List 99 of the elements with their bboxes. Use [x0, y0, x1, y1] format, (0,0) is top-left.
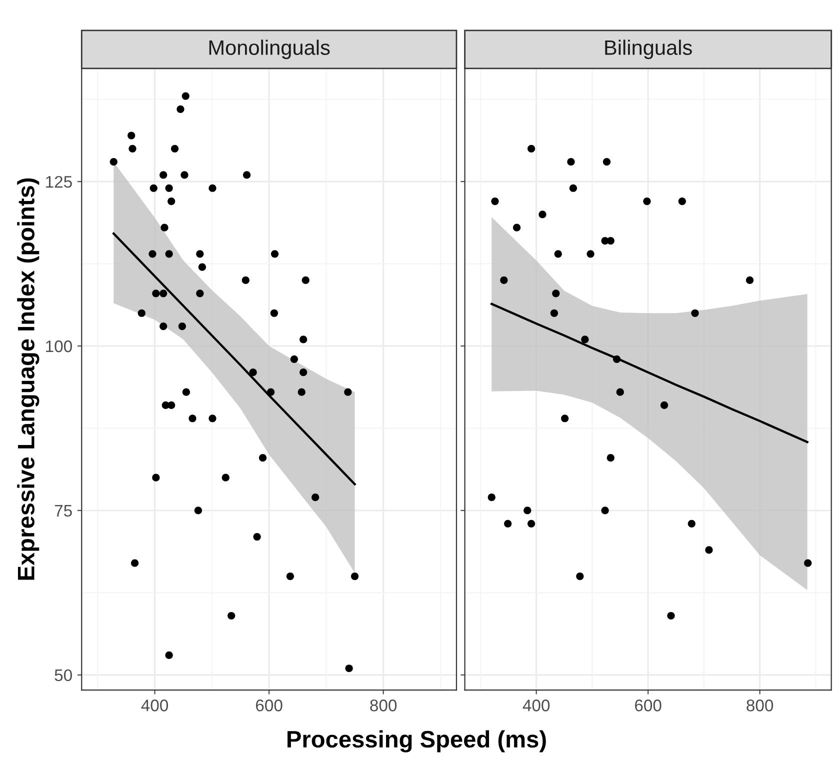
point: [170, 144, 179, 152]
point: [602, 158, 611, 166]
point: [345, 664, 353, 672]
point: [586, 250, 594, 258]
chart-title: Monolinguals: [209, 40, 330, 60]
point: [804, 559, 812, 567]
point: [538, 210, 546, 218]
point: [128, 132, 136, 140]
point: [150, 184, 158, 192]
point: [298, 388, 306, 396]
point: [561, 414, 569, 422]
point: [266, 388, 275, 396]
point: [691, 309, 699, 317]
point: [258, 454, 267, 462]
point: [554, 250, 562, 258]
point: [152, 290, 160, 298]
point: [176, 105, 184, 113]
y-tick-label: 50: [54, 669, 72, 682]
point: [300, 368, 308, 376]
point: [312, 494, 320, 502]
point: [302, 276, 310, 284]
point: [616, 388, 624, 396]
point: [253, 532, 261, 541]
point: [188, 414, 196, 422]
point: [180, 171, 188, 179]
point: [178, 322, 186, 330]
line-series: [112, 232, 356, 486]
point: [576, 572, 584, 580]
point: [160, 322, 168, 330]
y-axis-title: Expressive Language Index (points): [17, 178, 40, 580]
point: [678, 197, 686, 206]
point: [128, 144, 136, 152]
x-axis-title: Processing Speed (ms): [288, 730, 546, 752]
x-tick-label: 400: [522, 700, 550, 712]
point: [606, 454, 614, 462]
point: [110, 158, 118, 166]
point: [130, 559, 139, 567]
point: [242, 171, 251, 179]
x-tick-label: 600: [635, 700, 662, 712]
point: [194, 506, 202, 514]
point: [504, 520, 512, 528]
point: [746, 276, 754, 284]
point: [528, 144, 536, 152]
x-tick-label: 600: [256, 700, 282, 712]
chart-title: Bilinguals: [605, 40, 692, 60]
point: [286, 572, 294, 580]
point: [581, 336, 589, 344]
point: [182, 388, 190, 396]
y-tick-label: 125: [46, 176, 72, 188]
point: [270, 309, 278, 317]
point: [242, 276, 250, 284]
x-tick-label: 400: [141, 700, 168, 712]
point: [300, 336, 308, 344]
point: [612, 355, 621, 363]
point: [567, 158, 575, 166]
point: [569, 184, 578, 192]
y-tick-label: 75: [54, 505, 72, 517]
point: [160, 171, 168, 179]
point: [165, 250, 173, 258]
point: [148, 250, 156, 258]
point: [165, 651, 173, 660]
point: [350, 572, 359, 580]
y-tick-label: 100: [46, 340, 72, 352]
point: [168, 401, 176, 410]
point: [552, 290, 560, 298]
point: [168, 197, 176, 206]
point: [228, 612, 236, 620]
point: [667, 612, 675, 620]
point: [491, 197, 499, 206]
point: [488, 494, 496, 502]
point: [606, 236, 614, 245]
point: [270, 250, 279, 258]
point: [196, 250, 204, 258]
point: [198, 263, 206, 271]
point: [512, 224, 521, 232]
point: [500, 276, 508, 284]
point: [222, 474, 230, 482]
point: [208, 184, 216, 192]
point: [688, 520, 696, 528]
point: [660, 401, 668, 410]
point: [643, 197, 651, 206]
point: [152, 474, 160, 482]
point: [524, 506, 532, 514]
x-tick-label: 800: [746, 700, 774, 712]
point: [165, 184, 173, 192]
x-tick-label: 800: [370, 700, 397, 712]
point: [208, 414, 216, 422]
point: [344, 388, 352, 396]
point: [550, 309, 558, 317]
point: [290, 355, 298, 363]
point: [249, 368, 257, 376]
point: [528, 520, 536, 528]
point: [160, 224, 168, 232]
point: [138, 309, 146, 317]
point: [705, 546, 713, 554]
point: [196, 290, 204, 298]
point: [160, 290, 168, 298]
point: [182, 92, 190, 100]
point: [601, 506, 609, 514]
